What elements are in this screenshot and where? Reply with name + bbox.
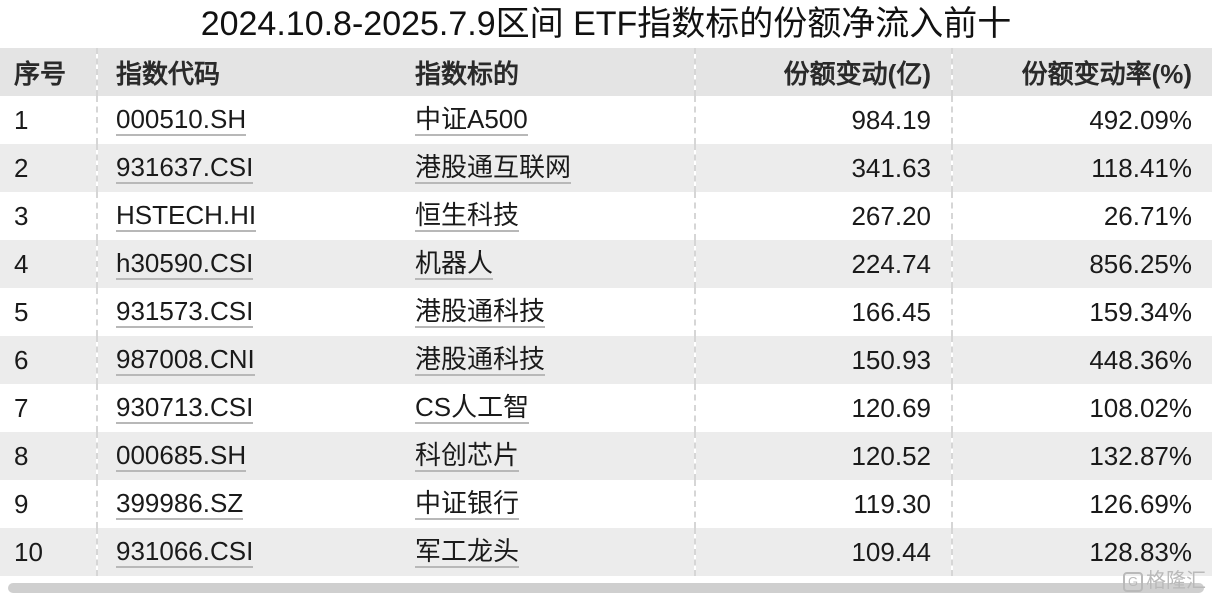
watermark-logo-icon: G — [1123, 571, 1143, 592]
index-name-link[interactable]: 科创芯片 — [415, 440, 520, 472]
cell-change: 267.20 — [695, 192, 953, 240]
cell-rank: 7 — [0, 384, 98, 432]
table-row: 3 HSTECH.HI 恒生科技 267.20 26.71% — [0, 192, 1212, 240]
index-name-link[interactable]: 港股通科技 — [415, 344, 546, 376]
index-name-link[interactable]: 中证A500 — [415, 104, 528, 136]
cell-rate: 26.71% — [952, 192, 1212, 240]
cell-rate: 128.83% — [952, 528, 1212, 576]
index-name-link[interactable]: 中证银行 — [415, 488, 520, 520]
index-code-link[interactable]: 399986.SZ — [116, 488, 244, 520]
cell-code: 931066.CSI — [97, 528, 397, 576]
cell-code: h30590.CSI — [97, 240, 397, 288]
cell-change: 119.30 — [695, 480, 953, 528]
cell-rank: 3 — [0, 192, 98, 240]
cell-rate: 448.36% — [952, 336, 1212, 384]
cell-code: 931637.CSI — [97, 144, 397, 192]
cell-change: 120.69 — [695, 384, 953, 432]
cell-name: 港股通科技 — [397, 336, 696, 384]
table-header-row: 序号 指数代码 指数标的 份额变动(亿) 份额变动率(%) — [0, 48, 1212, 96]
header-rank[interactable]: 序号 — [0, 48, 98, 96]
cell-name: 恒生科技 — [397, 192, 696, 240]
cell-name: 中证银行 — [397, 480, 696, 528]
cell-name: 港股通科技 — [397, 288, 696, 336]
cell-code: HSTECH.HI — [97, 192, 397, 240]
header-rate[interactable]: 份额变动率(%) — [952, 48, 1212, 96]
cell-rank: 8 — [0, 432, 98, 480]
table-row: 2 931637.CSI 港股通互联网 341.63 118.41% — [0, 144, 1212, 192]
cell-code: 931573.CSI — [97, 288, 397, 336]
table-row: 8 000685.SH 科创芯片 120.52 132.87% — [0, 432, 1212, 480]
index-code-link[interactable]: h30590.CSI — [116, 248, 254, 280]
cell-rank: 4 — [0, 240, 98, 288]
cell-code: 987008.CNI — [97, 336, 397, 384]
cell-rank: 1 — [0, 96, 98, 144]
cell-rate: 492.09% — [952, 96, 1212, 144]
index-name-link[interactable]: CS人工智 — [415, 392, 530, 424]
cell-change: 341.63 — [695, 144, 953, 192]
index-code-link[interactable]: 000685.SH — [116, 440, 247, 472]
scrollbar-thumb[interactable] — [8, 583, 1204, 593]
cell-code: 000685.SH — [97, 432, 397, 480]
header-code[interactable]: 指数代码 — [97, 48, 397, 96]
etf-inflow-table: 序号 指数代码 指数标的 份额变动(亿) 份额变动率(%) 1 000510.SH… — [0, 48, 1212, 576]
horizontal-scrollbar[interactable] — [0, 582, 1212, 595]
cell-change: 166.45 — [695, 288, 953, 336]
cell-rank: 10 — [0, 528, 98, 576]
table-row: 9 399986.SZ 中证银行 119.30 126.69% — [0, 480, 1212, 528]
index-code-link[interactable]: 931573.CSI — [116, 296, 254, 328]
cell-change: 109.44 — [695, 528, 953, 576]
cell-rate: 132.87% — [952, 432, 1212, 480]
index-code-link[interactable]: 931637.CSI — [116, 152, 254, 184]
cell-rank: 6 — [0, 336, 98, 384]
cell-change: 150.93 — [695, 336, 953, 384]
cell-name: 港股通互联网 — [397, 144, 696, 192]
cell-rate: 118.41% — [952, 144, 1212, 192]
cell-change: 984.19 — [695, 96, 953, 144]
cell-code: 930713.CSI — [97, 384, 397, 432]
page-title: 2024.10.8-2025.7.9区间 ETF指数标的份额净流入前十 — [200, 5, 1012, 43]
cell-rank: 9 — [0, 480, 98, 528]
cell-rank: 5 — [0, 288, 98, 336]
cell-rank: 2 — [0, 144, 98, 192]
watermark-text: 格隆汇 — [1146, 570, 1206, 592]
cell-change: 224.74 — [695, 240, 953, 288]
header-name[interactable]: 指数标的 — [397, 48, 696, 96]
index-code-link[interactable]: HSTECH.HI — [116, 200, 257, 232]
cell-rate: 856.25% — [952, 240, 1212, 288]
cell-change: 120.52 — [695, 432, 953, 480]
index-code-link[interactable]: 930713.CSI — [116, 392, 254, 424]
index-name-link[interactable]: 机器人 — [415, 248, 494, 280]
table-row: 7 930713.CSI CS人工智 120.69 108.02% — [0, 384, 1212, 432]
cell-name: 科创芯片 — [397, 432, 696, 480]
table-row: 5 931573.CSI 港股通科技 166.45 159.34% — [0, 288, 1212, 336]
index-code-link[interactable]: 000510.SH — [116, 104, 247, 136]
table-row: 1 000510.SH 中证A500 984.19 492.09% — [0, 96, 1212, 144]
index-code-link[interactable]: 931066.CSI — [116, 536, 254, 568]
cell-code: 000510.SH — [97, 96, 397, 144]
cell-name: 中证A500 — [397, 96, 696, 144]
cell-name: CS人工智 — [397, 384, 696, 432]
cell-code: 399986.SZ — [97, 480, 397, 528]
header-change[interactable]: 份额变动(亿) — [695, 48, 953, 96]
index-name-link[interactable]: 军工龙头 — [415, 536, 520, 568]
cell-name: 机器人 — [397, 240, 696, 288]
cell-name: 军工龙头 — [397, 528, 696, 576]
cell-rate: 126.69% — [952, 480, 1212, 528]
index-name-link[interactable]: 恒生科技 — [415, 200, 520, 232]
table-row: 6 987008.CNI 港股通科技 150.93 448.36% — [0, 336, 1212, 384]
watermark: G 格隆汇 — [1123, 564, 1206, 593]
index-name-link[interactable]: 港股通科技 — [415, 296, 546, 328]
cell-rate: 159.34% — [952, 288, 1212, 336]
table-row: 4 h30590.CSI 机器人 224.74 856.25% — [0, 240, 1212, 288]
table-row: 10 931066.CSI 军工龙头 109.44 128.83% — [0, 528, 1212, 576]
index-code-link[interactable]: 987008.CNI — [116, 344, 255, 376]
index-name-link[interactable]: 港股通互联网 — [415, 152, 572, 184]
cell-rate: 108.02% — [952, 384, 1212, 432]
